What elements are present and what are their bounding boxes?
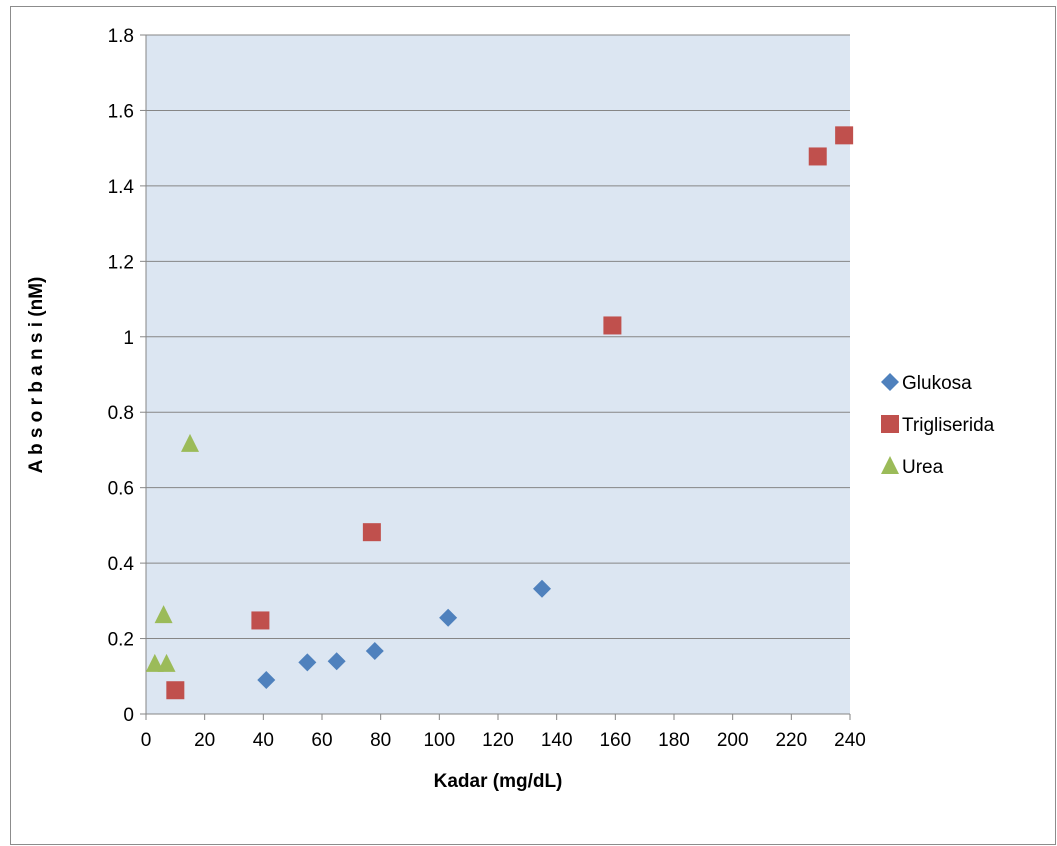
legend-marker-urea (881, 456, 899, 474)
point-urea (154, 605, 173, 624)
y-tick-label: 1.8 (108, 26, 134, 47)
point-trigliserida (835, 126, 854, 145)
x-tick-label: 160 (599, 730, 631, 751)
x-tick-label: 80 (370, 730, 391, 751)
point-glukosa (298, 653, 317, 672)
point-glukosa (533, 579, 551, 598)
x-tick-label: 20 (194, 730, 215, 751)
x-tick-label: 140 (541, 730, 573, 751)
y-tick-label: 1.6 (108, 101, 134, 122)
legend-marker-trigliserida (881, 415, 899, 433)
y-tick-label: 1 (123, 328, 134, 349)
x-tick-label: 120 (482, 730, 514, 751)
x-tick-label: 60 (311, 730, 332, 751)
legend-label-trigliserida: Trigliserida (902, 415, 995, 436)
gridlines (140, 34, 851, 720)
y-tick-label: 0.8 (108, 403, 134, 424)
point-glukosa (439, 608, 458, 627)
x-tick-label: 180 (658, 730, 690, 751)
legend: Glukosa Trigliserida Urea (881, 373, 995, 478)
y-tick-label: 0.4 (108, 554, 135, 575)
y-tick-label: 0 (123, 705, 134, 726)
point-trigliserida (251, 611, 270, 630)
legend-marker-glukosa (881, 373, 899, 391)
y-tick-label: 1.2 (108, 252, 134, 273)
y-tick-label: 0.2 (108, 630, 134, 651)
x-axis-title: Kadar (mg/dL) (434, 771, 563, 792)
point-trigliserida (603, 316, 622, 335)
point-trigliserida (808, 147, 827, 166)
y-tick-labels: 0 0.2 0.4 0.6 0.8 1 1.2 1.4 1.6 1.8 (108, 26, 135, 726)
legend-label-glukosa: Glukosa (902, 373, 972, 394)
point-glukosa (327, 652, 346, 671)
point-trigliserida (362, 523, 381, 542)
legend-label-urea: Urea (902, 457, 944, 478)
point-urea (145, 653, 164, 672)
x-tick-label: 200 (717, 730, 749, 751)
y-tick-label: 0.6 (108, 479, 134, 500)
point-glukosa (365, 642, 384, 661)
x-tick-label: 100 (423, 730, 455, 751)
data-points (145, 126, 854, 700)
point-trigliserida (166, 681, 185, 700)
x-tick-label: 240 (834, 730, 866, 751)
axes (145, 35, 850, 715)
point-urea (181, 433, 199, 452)
plot-area (146, 35, 850, 714)
x-tick-label: 220 (775, 730, 807, 751)
x-tick-label: 40 (253, 730, 274, 751)
y-tick-label: 1.4 (108, 177, 135, 198)
point-urea (157, 653, 176, 672)
point-glukosa (257, 671, 276, 690)
x-tick-label: 0 (141, 730, 152, 751)
x-tick-labels: 0 20 40 60 80 100 120 140 160 180 200 220 240 (141, 730, 866, 751)
y-axis-title: A b s o r b a n s i (nM) (26, 277, 47, 474)
